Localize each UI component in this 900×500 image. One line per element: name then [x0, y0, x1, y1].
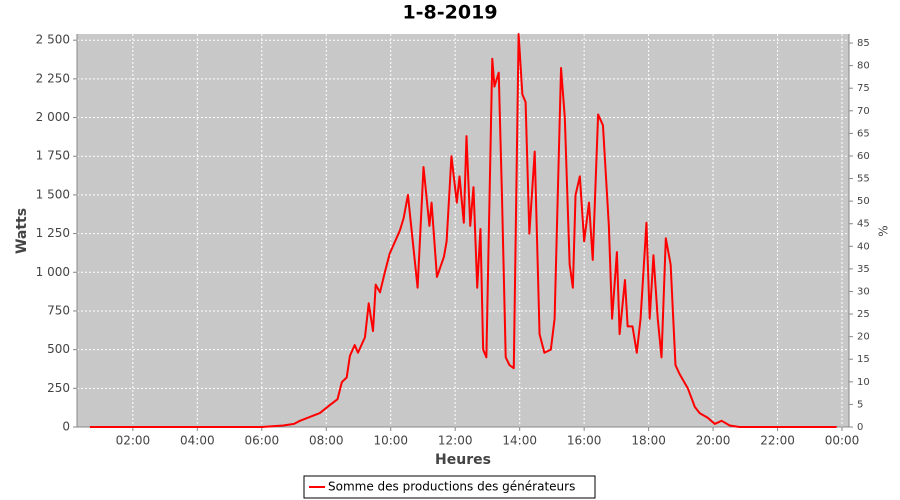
x-tick-label: 16:00 [567, 434, 602, 448]
y2-tick-label: 55 [857, 174, 870, 185]
legend-label: Somme des productions des générateurs [328, 480, 575, 494]
x-axis-label: Heures [435, 452, 491, 468]
y-tick-label: 2 500 [36, 33, 70, 47]
x-tick-label: 10:00 [373, 434, 408, 448]
y2-tick-label: 80 [857, 61, 870, 72]
x-tick-label: 14:00 [502, 434, 537, 448]
y-axis-label: Watts [14, 208, 30, 254]
y2-tick-label: 20 [857, 332, 870, 343]
legend [303, 475, 596, 499]
x-tick-label: 00:00 [825, 434, 860, 448]
y2-tick-label: 85 [857, 38, 870, 49]
y2-axis-label: % [877, 225, 891, 236]
y-tick-label: 0 [62, 420, 70, 434]
y-tick-label: 2 250 [36, 71, 70, 85]
plot-area [77, 34, 849, 427]
x-tick-label: 06:00 [245, 434, 280, 448]
y2-tick-label: 30 [857, 286, 870, 297]
x-tick-label: 04:00 [180, 434, 215, 448]
x-tick-label: 18:00 [631, 434, 666, 448]
y-tick-label: 1 500 [36, 187, 70, 201]
y2-tick-label: 35 [857, 264, 870, 275]
x-tick-label: 08:00 [309, 434, 344, 448]
y-tick-label: 1 750 [36, 149, 70, 163]
y2-tick-label: 45 [857, 219, 870, 230]
y-tick-label: 500 [47, 342, 70, 356]
y2-tick-label: 0 [857, 422, 863, 433]
y-tick-label: 2 000 [36, 110, 70, 124]
y2-tick-label: 40 [857, 241, 870, 252]
y2-tick-label: 75 [857, 83, 870, 94]
y2-tick-label: 10 [857, 377, 870, 388]
y2-tick-label: 25 [857, 309, 870, 320]
x-tick-label: 22:00 [760, 434, 795, 448]
x-tick-label: 12:00 [438, 434, 473, 448]
series-line [89, 33, 837, 428]
y-tick-label: 1 000 [36, 265, 70, 279]
y-tick-label: 1 250 [36, 226, 70, 240]
y2-tick-label: 5 [857, 399, 863, 410]
x-tick-label: 02:00 [116, 434, 151, 448]
y2-tick-label: 60 [857, 151, 870, 162]
chart-title: 1-8-2019 [402, 2, 497, 24]
y2-tick-label: 50 [857, 196, 870, 207]
y2-tick-label: 70 [857, 106, 870, 117]
x-tick-label: 20:00 [696, 434, 731, 448]
y-tick-label: 250 [47, 381, 70, 395]
y2-tick-label: 15 [857, 354, 870, 365]
y-tick-label: 750 [47, 303, 70, 317]
y2-tick-label: 65 [857, 128, 870, 139]
